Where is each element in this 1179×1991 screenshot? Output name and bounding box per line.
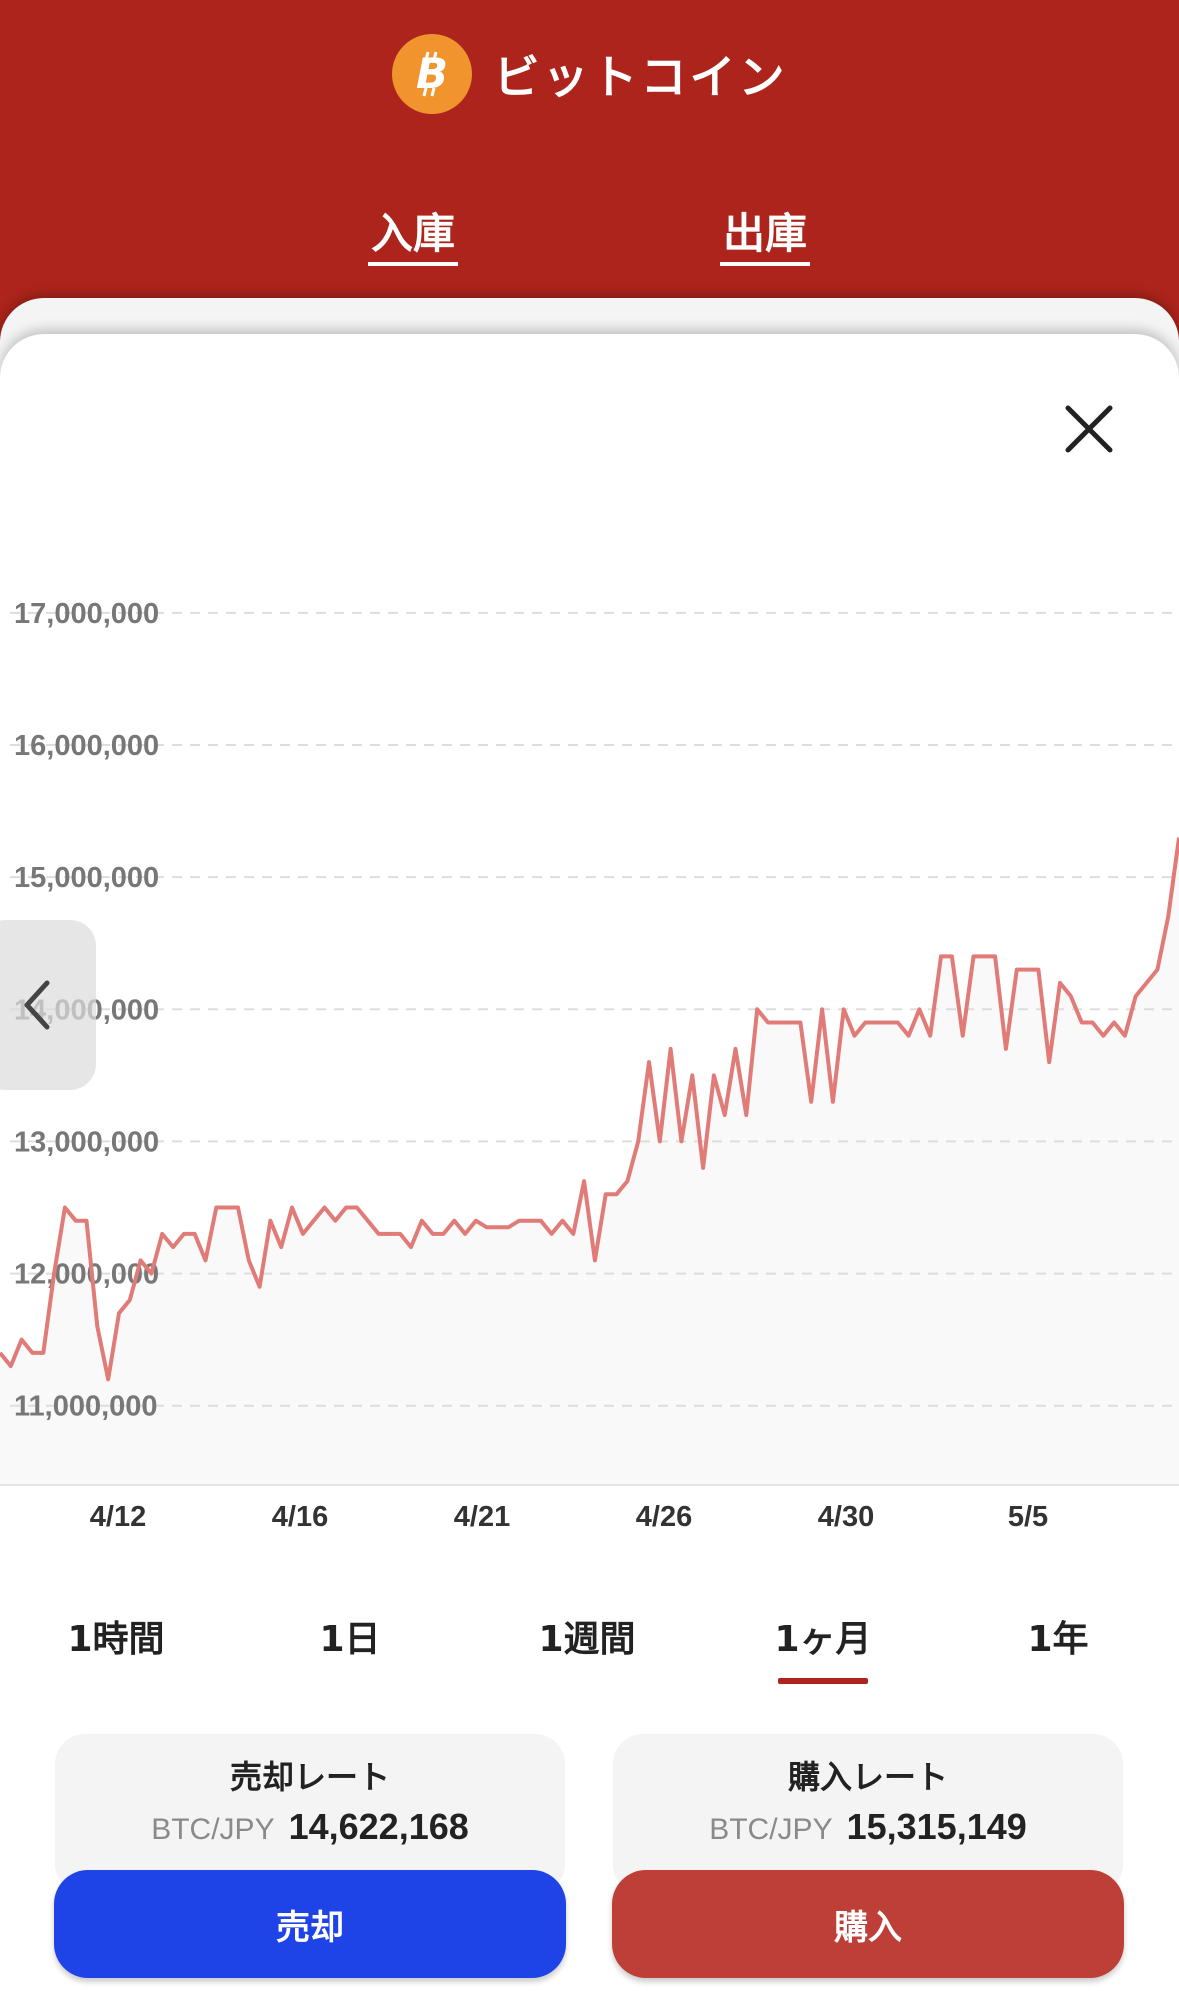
app-brand: B ビットコイン bbox=[0, 32, 1179, 116]
period-1-week[interactable]: 1週間 bbox=[538, 1619, 636, 1660]
x-tick-label: 4/12 bbox=[90, 1501, 146, 1533]
y-tick-label: 16,000,000 bbox=[14, 730, 159, 762]
x-tick-label: 4/26 bbox=[636, 1501, 692, 1533]
chevron-left-icon bbox=[24, 980, 50, 1030]
tab-withdraw[interactable]: 出庫 bbox=[720, 196, 810, 266]
y-tick-label: 15,000,000 bbox=[14, 862, 159, 894]
buy-button[interactable]: 購入 bbox=[612, 1870, 1124, 1978]
sell-rate-label: 売却レート bbox=[229, 1758, 390, 1796]
sell-rate-box: 売却レート BTC/JPY 14,622,168 bbox=[55, 1734, 565, 1894]
x-tick-label: 4/30 bbox=[818, 1501, 874, 1533]
x-tick-label: 4/16 bbox=[272, 1501, 328, 1533]
close-button[interactable] bbox=[1058, 398, 1120, 460]
y-tick-label: 11,000,000 bbox=[14, 1391, 158, 1423]
buy-rate-label: 購入レート bbox=[787, 1758, 948, 1796]
period-1-month[interactable]: 1ヶ月 bbox=[733, 1610, 913, 1684]
previous-button[interactable] bbox=[0, 920, 96, 1090]
page-title: ビットコイン bbox=[493, 50, 788, 104]
sell-rate-value: 14,622,168 bbox=[288, 1806, 469, 1847]
tab-deposit[interactable]: 入庫 bbox=[368, 196, 458, 266]
buy-rate-line: BTC/JPY 15,315,149 bbox=[613, 1806, 1123, 1848]
chart-area-fill bbox=[0, 837, 1179, 1485]
header: B ビットコイン 入庫 出庫 bbox=[0, 0, 1179, 340]
period-tabs: 1時間 1日 1週間 1ヶ月 1年 bbox=[0, 1610, 1179, 1690]
close-icon bbox=[1065, 405, 1113, 453]
sell-button[interactable]: 売却 bbox=[54, 1870, 566, 1978]
sell-pair: BTC/JPY bbox=[151, 1813, 275, 1846]
price-line bbox=[0, 837, 1179, 1382]
buy-rate-box: 購入レート BTC/JPY 15,315,149 bbox=[613, 1734, 1123, 1894]
period-1-year[interactable]: 1年 bbox=[1027, 1619, 1089, 1660]
buy-pair: BTC/JPY bbox=[709, 1813, 833, 1846]
x-tick-label: 4/21 bbox=[454, 1501, 510, 1533]
period-1-hour[interactable]: 1時間 bbox=[67, 1619, 165, 1660]
y-tick-label: 17,000,000 bbox=[14, 598, 159, 630]
sell-rate-line: BTC/JPY 14,622,168 bbox=[55, 1806, 565, 1848]
price-chart: 17,000,00016,000,00015,000,00014,000,000… bbox=[0, 598, 1179, 1533]
y-tick-label: 13,000,000 bbox=[14, 1126, 159, 1158]
x-tick-label: 5/5 bbox=[1008, 1501, 1048, 1533]
bitcoin-icon: B bbox=[391, 34, 472, 114]
period-1-day[interactable]: 1日 bbox=[319, 1619, 381, 1660]
buy-rate-value: 15,315,149 bbox=[846, 1806, 1027, 1847]
